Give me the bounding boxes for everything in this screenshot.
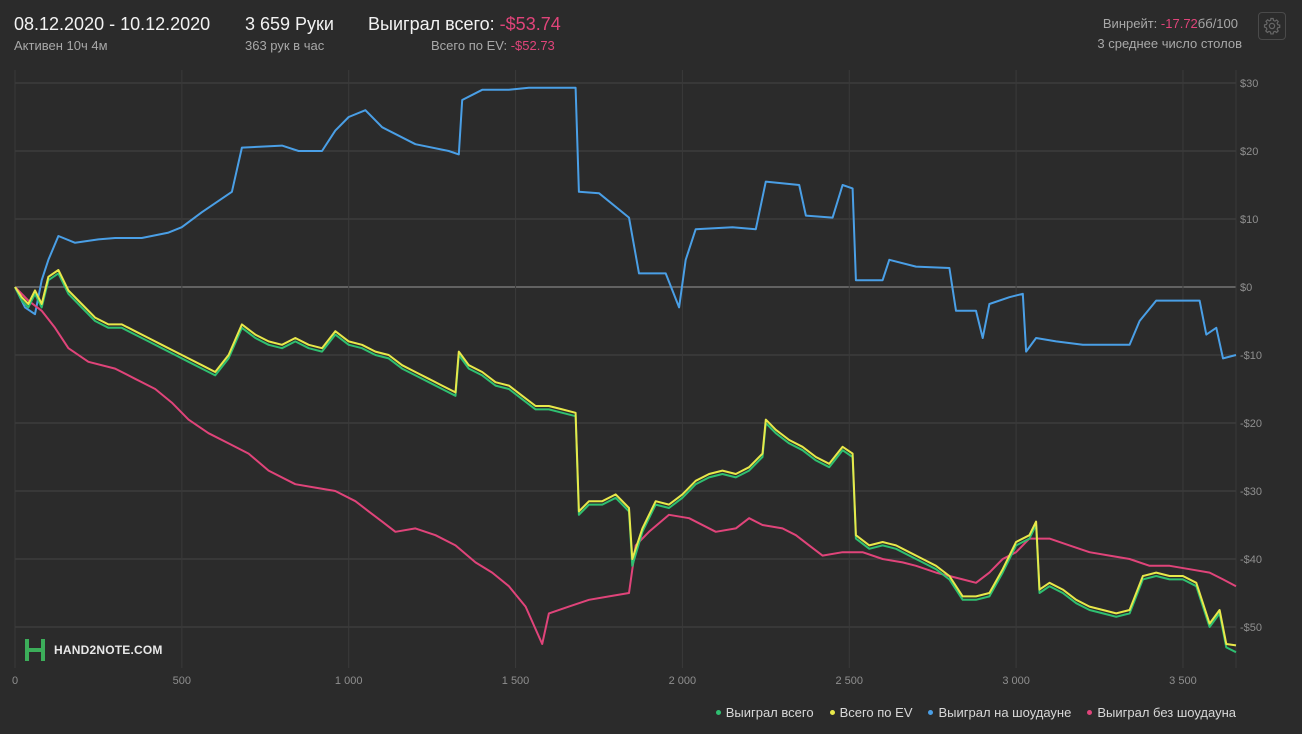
- active-time: Активен 10ч 4м: [14, 38, 108, 53]
- won-total-label: Выиграл всего:: [368, 14, 495, 34]
- x-tick-label: 1 000: [335, 675, 363, 687]
- legend-marker: [928, 710, 934, 715]
- legend-label: Всего по EV: [839, 705, 913, 720]
- won-total: Выиграл всего: -$53.74: [368, 14, 561, 35]
- y-tick-label: -$50: [1240, 622, 1262, 634]
- y-tick-label: $30: [1240, 78, 1258, 90]
- legend-marker: [829, 710, 835, 715]
- legend-marker: [715, 710, 721, 715]
- series-line: [14, 86, 1237, 360]
- y-tick-label: $20: [1240, 146, 1258, 158]
- legend-item[interactable]: Выиграл без шоудауна: [1087, 705, 1236, 720]
- winrate-label: Винрейт:: [1102, 16, 1158, 31]
- series-line: [14, 286, 1237, 645]
- x-tick-label: 2 000: [669, 675, 697, 687]
- legend-label: Выиграл всего: [725, 705, 814, 720]
- x-tick-label: 1 500: [502, 675, 530, 687]
- winrate: Винрейт: -17.72бб/100: [1103, 16, 1238, 31]
- legend-item[interactable]: Всего по EV: [829, 705, 913, 720]
- y-tick-label: -$40: [1240, 554, 1262, 566]
- y-tick-label: -$20: [1240, 418, 1262, 430]
- winrate-unit: бб/100: [1197, 16, 1238, 31]
- legend: Выиграл всего Всего по EV Выиграл на шоуда…: [715, 705, 1236, 720]
- x-tick-label: 2 500: [835, 675, 863, 687]
- legend-item[interactable]: Выиграл на шоудауне: [928, 705, 1071, 720]
- legend-item[interactable]: Выиграл всего: [715, 705, 814, 720]
- ev-total-value: -$52.73: [510, 38, 555, 53]
- won-total-value: -$53.74: [499, 14, 561, 34]
- ev-total: Всего по EV: -$52.73: [431, 38, 555, 53]
- settings-button[interactable]: [1258, 12, 1286, 40]
- logo: HAND2NOTE.COM: [24, 638, 163, 662]
- ev-total-label: Всего по EV:: [431, 38, 508, 53]
- series-line: [14, 269, 1237, 647]
- legend-marker: [1087, 710, 1093, 715]
- hands-count: 3 659 Руки: [245, 14, 334, 34]
- x-tick-label: 3 000: [1002, 675, 1030, 687]
- y-tick-label: $10: [1240, 214, 1258, 226]
- x-tick-label: 500: [173, 675, 191, 687]
- h2n-logo-icon: [25, 639, 45, 661]
- legend-label: Выиграл на шоудауне: [938, 705, 1072, 720]
- gear-icon: [1263, 17, 1281, 35]
- series-line: [14, 272, 1237, 654]
- date-range: 08.12.2020 - 10.12.2020: [14, 14, 211, 34]
- y-tick-label: -$10: [1240, 350, 1262, 362]
- legend-label: Выиграл без шоудауна: [1097, 705, 1236, 720]
- avg-tables: 3 среднее число столов: [1097, 36, 1242, 51]
- x-tick-label: 3 500: [1169, 675, 1197, 687]
- winrate-value: -17.72: [1160, 16, 1198, 31]
- y-tick-label: -$30: [1240, 486, 1262, 498]
- y-tick-label: $0: [1240, 282, 1252, 294]
- x-tick-label: 0: [12, 675, 18, 687]
- hands-per-hour: 363 рук в час: [245, 38, 325, 53]
- logo-text: HAND2NOTE.COM: [54, 643, 163, 657]
